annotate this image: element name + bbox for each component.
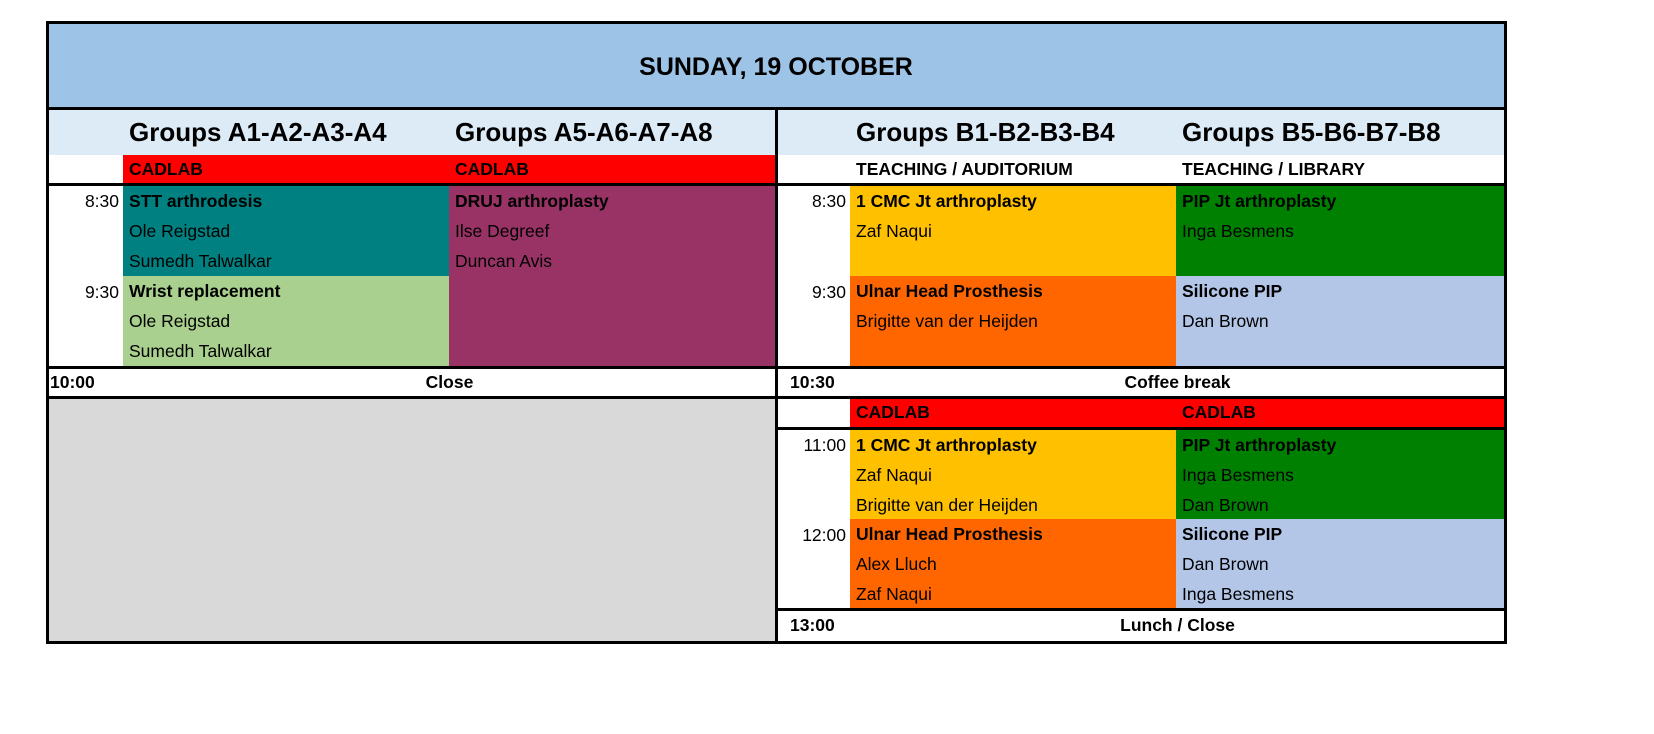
divider — [776, 427, 1506, 430]
session-block: Silicone PIP Dan Brown Inga Besmens — [1176, 519, 1505, 609]
session-block: Ulnar Head Prosthesis Brigitte van der He… — [850, 276, 1176, 367]
presenter-name: Ole Reigstad — [129, 311, 231, 331]
page-title: SUNDAY, 19 OCTOBER — [639, 53, 913, 81]
session-title: Silicone PIP — [1182, 281, 1283, 301]
close-label: Close — [425, 372, 474, 392]
presenter-name: Inga Besmens — [1182, 584, 1294, 604]
time-label: 10:30 — [790, 372, 835, 392]
divider — [46, 21, 49, 644]
group-header: Groups A1-A2-A3-A4 — [129, 117, 387, 147]
venue-label: CADLAB — [455, 159, 529, 179]
divider — [1504, 21, 1507, 644]
presenter-name: Zaf Naqui — [856, 465, 932, 485]
presenter-name: Dan Brown — [1182, 311, 1269, 331]
session-block: Silicone PIP Dan Brown — [1176, 276, 1505, 367]
session-block: PIP Jt arthroplasty Inga Besmens Dan Brown — [1176, 430, 1505, 519]
time-label: 9:30 — [811, 282, 846, 302]
session-title: 1 CMC Jt arthroplasty — [856, 191, 1037, 211]
divider — [775, 109, 778, 644]
empty-area — [47, 398, 776, 643]
session-title: STT arthrodesis — [129, 191, 263, 211]
presenter-name: Brigitte van der Heijden — [856, 311, 1038, 331]
presenter-name: Dan Brown — [1182, 554, 1269, 574]
presenter-name: Zaf Naqui — [856, 221, 932, 241]
time-label: 12:00 — [802, 525, 846, 545]
presenter-name: Brigitte van der Heijden — [856, 495, 1038, 515]
session-block: PIP Jt arthroplasty Inga Besmens — [1176, 186, 1505, 276]
lunch-label: Lunch / Close — [1120, 615, 1235, 635]
group-header: Groups B1-B2-B3-B4 — [856, 117, 1115, 147]
venue-label: CADLAB — [129, 159, 203, 179]
presenter-name: Sumedh Talwalkar — [129, 251, 272, 271]
divider — [776, 608, 1506, 611]
break-label: Coffee break — [1124, 372, 1231, 392]
session-title: 1 CMC Jt arthroplasty — [856, 435, 1037, 455]
presenter-name: Ole Reigstad — [129, 221, 231, 241]
venue-label: TEACHING / LIBRARY — [1182, 159, 1366, 179]
session-title: DRUJ arthroplasty — [455, 191, 609, 211]
session-title: Ulnar Head Prosthesis — [856, 524, 1043, 544]
presenter-name: Dan Brown — [1182, 495, 1269, 515]
divider — [47, 366, 1507, 369]
time-label: 13:00 — [790, 615, 835, 635]
venue-bar-cadlab — [123, 155, 776, 184]
venue-label: TEACHING / AUDITORIUM — [856, 159, 1073, 179]
session-title: PIP Jt arthroplasty — [1182, 191, 1337, 211]
session-block: Ulnar Head Prosthesis Alex Lluch Zaf Naqui — [850, 519, 1176, 609]
presenter-name: Zaf Naqui — [856, 584, 932, 604]
divider — [47, 21, 1507, 24]
time-label: 11:00 — [803, 435, 847, 455]
presenter-name: Sumedh Talwalkar — [129, 341, 272, 361]
time-label: 10:00 — [50, 372, 95, 392]
session-title: Silicone PIP — [1182, 524, 1283, 544]
session-title: PIP Jt arthroplasty — [1182, 435, 1337, 455]
divider — [47, 396, 1507, 399]
session-block: DRUJ arthroplasty Ilse Degreef Duncan Avis — [449, 186, 776, 367]
time-label: 8:30 — [84, 191, 119, 211]
time-label: 8:30 — [811, 191, 846, 211]
group-header: Groups A5-A6-A7-A8 — [455, 117, 713, 147]
presenter-name: Inga Besmens — [1182, 465, 1294, 485]
venue-label: CADLAB — [856, 402, 930, 422]
title-banner — [47, 22, 1505, 109]
session-block: 1 CMC Jt arthroplasty Zaf Naqui — [850, 186, 1176, 276]
presenter-name: Alex Lluch — [856, 554, 937, 574]
divider — [47, 183, 1507, 186]
session-block: Wrist replacement Ole Reigstad Sumedh Talw… — [123, 276, 449, 367]
presenter-name: Duncan Avis — [455, 251, 552, 271]
divider — [47, 107, 1507, 110]
session-block: STT arthrodesis Ole Reigstad Sumedh Talwal… — [123, 186, 449, 276]
venue-label: CADLAB — [1182, 402, 1256, 422]
session-title: Wrist replacement — [129, 281, 281, 301]
venue-bar-cadlab — [850, 398, 1505, 428]
presenter-name: Ilse Degreef — [455, 221, 550, 241]
session-block: 1 CMC Jt arthroplasty Zaf Naqui Brigitte v… — [850, 430, 1176, 519]
session-title: Ulnar Head Prosthesis — [856, 281, 1043, 301]
presenter-name: Inga Besmens — [1182, 221, 1294, 241]
group-header: Groups B5-B6-B7-B8 — [1182, 117, 1441, 147]
time-label: 9:30 — [84, 282, 119, 302]
